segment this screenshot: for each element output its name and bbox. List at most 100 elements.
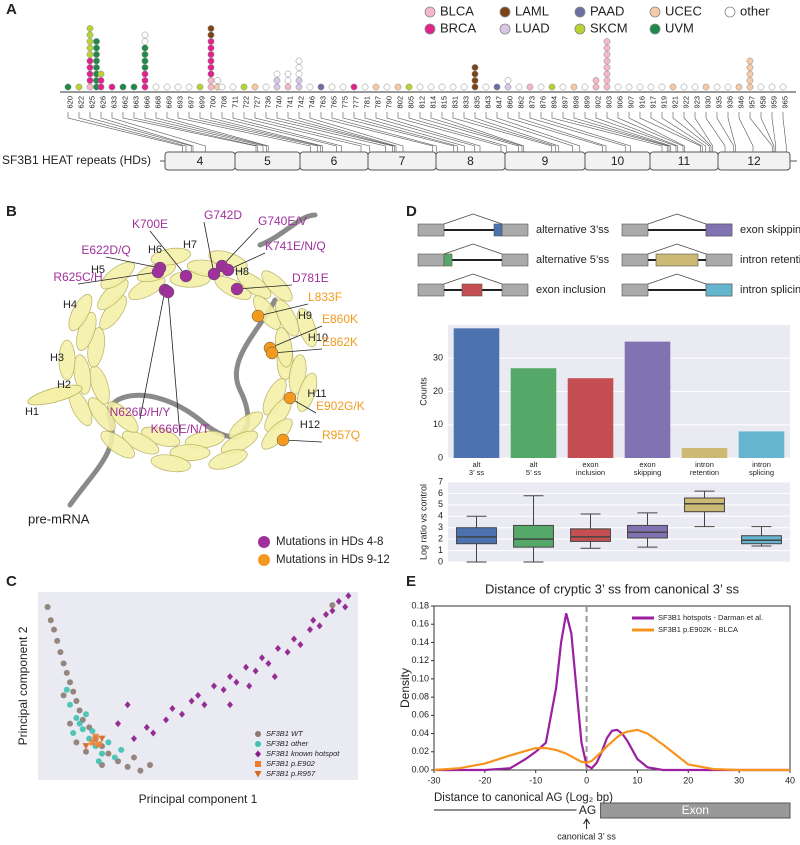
connector: [353, 112, 458, 152]
mutation-dot: [515, 83, 523, 91]
event-diagram: [417, 273, 529, 297]
mutation-dot: [746, 83, 754, 91]
helix: [100, 430, 135, 459]
mutation-leader: [167, 291, 181, 437]
mutation-dot: [746, 70, 754, 78]
helix: [100, 261, 135, 290]
connector: [584, 112, 672, 152]
mutation-leader: [149, 230, 187, 277]
x-tick-label: 20: [683, 775, 693, 785]
position-label: 812: [417, 96, 426, 109]
helix: [87, 397, 116, 432]
position-label: 741: [285, 96, 294, 109]
exon-box: [600, 802, 791, 819]
mutation-dot: [537, 83, 545, 91]
mutation-sphere: [283, 391, 297, 405]
mutation-dot: [262, 83, 270, 91]
mutation-label: K666E/N/T: [151, 422, 210, 436]
position-label: 777: [351, 96, 360, 109]
y-axis-label: Density: [398, 668, 412, 708]
mutation-dot: [185, 83, 193, 91]
position-label: 930: [703, 96, 712, 109]
y-tick-label: 4: [438, 511, 443, 521]
mutation-dot: [97, 70, 105, 78]
mutation-dot: [757, 83, 765, 91]
junction: [647, 213, 707, 225]
mutation-dot: [460, 83, 468, 91]
mutation-leader: [77, 271, 159, 285]
mutation-dot: [449, 83, 457, 91]
position-label: 899: [582, 96, 591, 109]
position-label: 876: [538, 96, 547, 109]
mutation-dot: [295, 70, 303, 78]
legend-label: other: [740, 3, 770, 18]
bar: [738, 431, 785, 458]
event-region: [705, 223, 733, 237]
mutation-dot: [746, 64, 754, 71]
point: [329, 602, 336, 609]
position-label: 847: [494, 96, 503, 109]
event-label: exon inclusion: [536, 284, 606, 296]
mutation-dot: [273, 83, 281, 91]
legend-marker: [574, 6, 586, 18]
heat-repeat-label: 12: [747, 154, 761, 168]
point: [243, 663, 249, 671]
position-label: 906: [615, 96, 624, 109]
helix-label: H12: [300, 419, 320, 431]
position-label: 708: [219, 96, 228, 109]
position-label: 697: [186, 96, 195, 109]
mutation-label: L833F: [308, 290, 342, 304]
connector: [397, 112, 502, 152]
mutation-dot: [86, 83, 94, 91]
point: [124, 763, 131, 770]
x-tick-label: intron: [695, 460, 714, 469]
mutation-dot: [669, 83, 677, 91]
heat-repeat: [717, 151, 791, 171]
mutation-dot: [493, 83, 501, 91]
position-label: 622: [76, 96, 85, 109]
y-axis-label: Principal component 2: [16, 626, 30, 745]
position-label: 898: [571, 96, 580, 109]
position-label: 802: [395, 96, 404, 109]
x-tick-label: exon: [582, 460, 598, 469]
event-region: [705, 283, 733, 297]
mutation-dot: [97, 77, 105, 84]
legend-label: SF3B1 p.R957: [266, 769, 316, 778]
connector: [67, 112, 183, 152]
point: [105, 739, 112, 746]
x-tick-label: -20: [478, 775, 491, 785]
mutation-dot: [295, 77, 303, 84]
mutation-leader: [139, 289, 166, 420]
position-label: 833: [461, 96, 470, 109]
point: [79, 726, 86, 733]
position-label: 736: [263, 96, 272, 109]
legend-label: SF3B1 WT: [266, 729, 304, 738]
position-label: 917: [648, 96, 657, 109]
position-label: 935: [714, 96, 723, 109]
mutation-dot: [207, 64, 215, 71]
point: [118, 746, 125, 753]
bar: [567, 378, 614, 458]
bar: [453, 328, 500, 458]
mutation-dot: [207, 57, 215, 65]
mutation-label: E902G/K: [316, 399, 365, 413]
connector: [683, 112, 712, 152]
connector: [705, 112, 726, 152]
mutation-dot: [141, 51, 149, 58]
connector: [122, 112, 257, 152]
legend-label: Mutations in HDs 9-12: [276, 554, 390, 566]
mutation-dot: [207, 70, 215, 78]
helix-label: H4: [63, 299, 77, 311]
mutation-dot: [152, 83, 160, 91]
helix: [220, 430, 259, 455]
point: [291, 635, 297, 643]
point: [188, 697, 195, 705]
position-label: 815: [439, 96, 448, 109]
connector: [276, 112, 393, 152]
position-label: 699: [197, 96, 206, 109]
junction: [443, 243, 503, 255]
mutation-dot: [86, 57, 94, 65]
connector: [760, 112, 775, 152]
connector: [573, 112, 670, 152]
mutation-leader: [269, 325, 323, 349]
